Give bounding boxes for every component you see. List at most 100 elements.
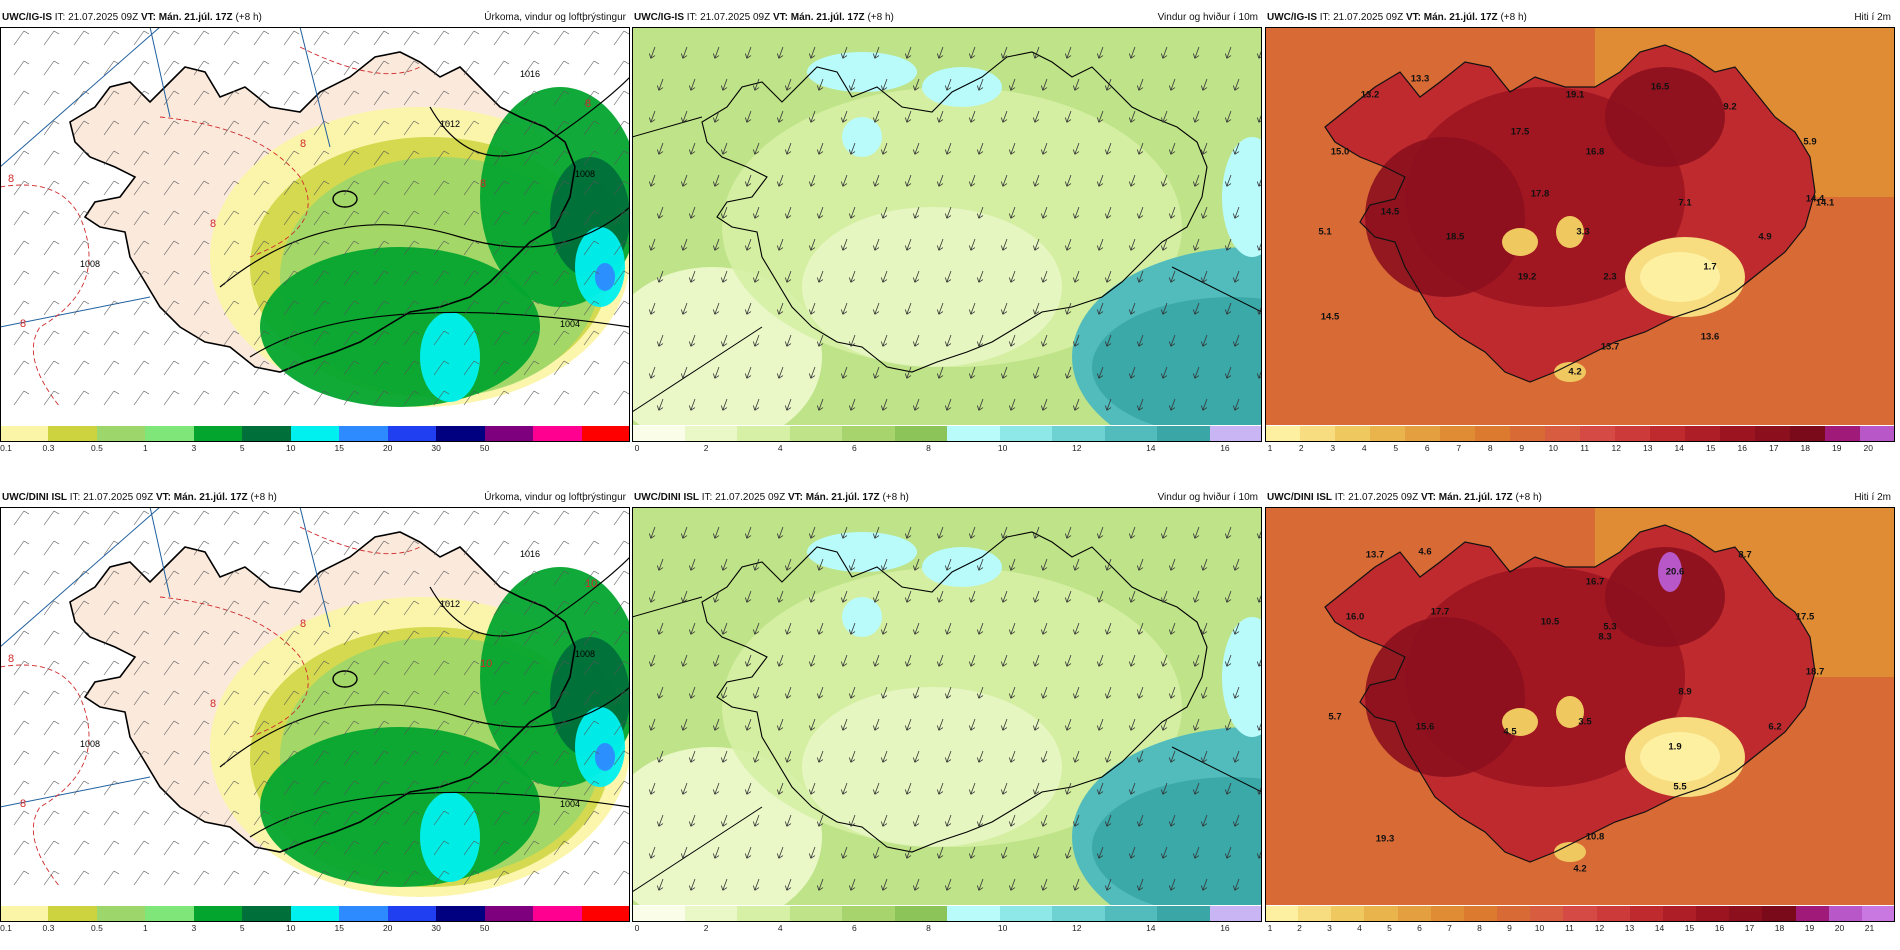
wind-barb-icon — [553, 240, 570, 256]
wind-barb-icon — [223, 570, 240, 586]
wind-arrow-head-icon — [1032, 853, 1040, 859]
wind-barb-icon — [313, 600, 330, 616]
wind-arrow-head-icon — [1200, 341, 1208, 347]
wind-arrow-icon — [1194, 110, 1200, 123]
wind-arrow-icon — [1170, 78, 1176, 91]
wind-barb-icon — [283, 810, 300, 826]
legend-tick-label: 20 — [1863, 443, 1873, 453]
wind-barb-icon — [253, 570, 270, 586]
wind-arrow-head-icon — [976, 757, 984, 763]
wind-barb-icon — [223, 510, 240, 526]
wind-arrow-icon — [746, 718, 752, 731]
vt-label: VT: — [772, 12, 788, 23]
wind-barb-icon — [73, 360, 90, 376]
wind-arrow-head-icon — [680, 117, 688, 123]
legend-swatch — [1475, 426, 1510, 442]
wind-arrow-head-icon — [1200, 213, 1208, 219]
wind-arrow-icon — [842, 46, 848, 59]
wind-arrow-head-icon — [936, 117, 944, 123]
legend-ticks: 0.1 0.3 0.5 1 3 5 10 15 20 30 50 — [0, 443, 630, 455]
wind-arrow-head-icon — [880, 149, 888, 155]
legend-swatch — [1370, 426, 1405, 442]
wind-barb-icon — [523, 720, 540, 736]
legend-swatch — [1720, 426, 1755, 442]
wind-barb-icon — [553, 720, 570, 736]
wind-arrow-head-icon — [656, 213, 664, 219]
wind-barb-icon — [523, 60, 540, 76]
legend-swatch — [533, 426, 582, 442]
wind-barb-icon — [373, 540, 390, 556]
wind-arrow-head-icon — [688, 341, 696, 347]
precip-area-heavy — [260, 247, 540, 407]
wind-barb-icon — [523, 390, 540, 406]
wind-barb-icon — [343, 60, 360, 76]
wind-arrow-icon — [1042, 558, 1048, 571]
temperature-value-label: 15.0 — [1330, 146, 1350, 158]
wind-arrow-head-icon — [1008, 629, 1016, 635]
wind-arrow-head-icon — [656, 565, 664, 571]
wind-arrow-head-icon — [912, 757, 920, 763]
wind-barb-icon — [463, 270, 480, 286]
legend-tick-label: 8 — [1477, 923, 1482, 933]
wind-barb-icon — [463, 390, 480, 406]
glacier-small-2 — [1556, 696, 1584, 728]
temperature-value-label: 13.7 — [1365, 549, 1385, 561]
wind-arrow-head-icon — [808, 853, 816, 859]
wind-barb-icon — [493, 840, 510, 856]
wind-barb-icon — [73, 120, 90, 136]
wind-arrow-head-icon — [1040, 405, 1048, 411]
wind-arrow-head-icon — [752, 885, 760, 891]
wind-barb-icon — [163, 810, 180, 826]
wind-arrow-head-icon — [1224, 533, 1232, 539]
wind-arrow-icon — [874, 846, 880, 859]
temperature-value-label: 2.3 — [1603, 271, 1617, 283]
wind-arrow-icon — [818, 398, 824, 411]
wind-barb-icon — [613, 570, 630, 586]
wind-arrow-head-icon — [1040, 629, 1048, 635]
wind-area-sea-3 — [842, 117, 882, 157]
wind-arrow-head-icon — [1064, 245, 1072, 251]
wind-arrow-head-icon — [904, 181, 912, 187]
wind-arrow-icon — [938, 174, 944, 187]
wind-barb-icon — [43, 810, 60, 826]
wind-barb-icon — [523, 180, 540, 196]
legend-swatch — [1497, 906, 1531, 922]
legend-swatch — [789, 426, 842, 442]
wind-arrow-head-icon — [1192, 725, 1200, 731]
wind-arrow-head-icon — [904, 533, 912, 539]
wind-barb-icon — [163, 870, 180, 886]
wind-arrow-head-icon — [840, 533, 848, 539]
wind-arrow-head-icon — [848, 405, 856, 411]
wind-barb-icon — [343, 90, 360, 106]
wind-arrow-icon — [1194, 238, 1200, 251]
wind-arrow-icon — [850, 398, 856, 411]
wind-arrow-icon — [1130, 238, 1136, 251]
wind-barb-icon — [373, 570, 390, 586]
wind-barb-icon — [163, 300, 180, 316]
wind-arrow-head-icon — [1096, 117, 1104, 123]
wind-arrow-head-icon — [904, 53, 912, 59]
wind-barb-icon — [133, 690, 150, 706]
wind-arrow-head-icon — [944, 213, 952, 219]
wind-arrow-icon — [1010, 334, 1016, 347]
wind-arrow-icon — [1066, 590, 1072, 603]
wind-arrow-head-icon — [776, 53, 784, 59]
legend-tick-label: 2 — [1297, 923, 1302, 933]
wind-barb-icon — [133, 510, 150, 526]
wind-arrow-head-icon — [1136, 757, 1144, 763]
wind-barb-icon — [103, 780, 120, 796]
isobar-closed — [332, 190, 358, 208]
wind-arrow-head-icon — [1200, 85, 1208, 91]
wind-barb-icon — [13, 750, 30, 766]
wind-arrow-head-icon — [1096, 181, 1104, 187]
wind-arrow-icon — [882, 558, 888, 571]
wind-arrow-head-icon — [848, 629, 856, 635]
wind-barb-icon — [343, 720, 360, 736]
wind-arrow-icon — [1074, 78, 1080, 91]
legend-tick-label: 12 — [1071, 443, 1082, 453]
wind-arrow-icon — [754, 814, 760, 827]
panel-temp-0: UWC/IG-IS IT: 21.07.2025 09Z VT: Mán. 21… — [1265, 10, 1895, 470]
wind-barb-icon — [583, 540, 600, 556]
wind-barb-icon — [103, 870, 120, 886]
wind-arrow-head-icon — [744, 725, 752, 731]
